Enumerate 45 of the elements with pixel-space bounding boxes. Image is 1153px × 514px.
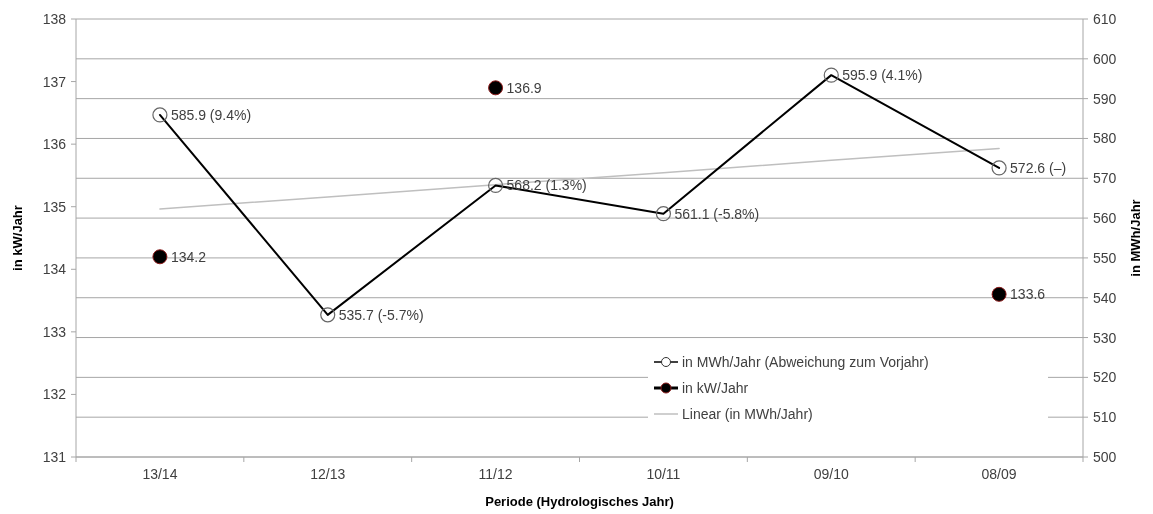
- y2-tick-label: 510: [1093, 409, 1117, 426]
- y2-tick-label: 560: [1093, 210, 1117, 227]
- legend-label: in kW/Jahr: [682, 380, 749, 396]
- y2-axis-title: in MWh/Jahr: [1128, 199, 1143, 277]
- y2-tick-label: 530: [1093, 329, 1117, 346]
- legend-label: Linear (in MWh/Jahr): [682, 406, 813, 422]
- data-label: 572.6 (–): [1010, 159, 1067, 176]
- y-tick-label: 133: [42, 323, 67, 340]
- y2-tick-label: 500: [1093, 449, 1117, 465]
- y2-tick-label: 540: [1093, 289, 1117, 306]
- point: [152, 249, 168, 265]
- y2-tick-label: 610: [1093, 11, 1117, 27]
- legend-label: in MWh/Jahr (Abweichung zum Vorjahr): [682, 354, 929, 370]
- y2-tick-label: 590: [1093, 90, 1117, 107]
- y2-tick-label: 550: [1093, 249, 1117, 266]
- y2-tick-label: 570: [1093, 170, 1117, 187]
- y-tick-label: 137: [42, 73, 67, 90]
- y-tick-label: 131: [42, 449, 67, 465]
- y-tick-label: 138: [42, 11, 67, 27]
- point: [991, 286, 1007, 302]
- data-label: 585.9 (9.4%): [170, 106, 252, 123]
- data-label: 134.2: [170, 248, 207, 265]
- y2-tick-label: 580: [1093, 130, 1117, 147]
- y-axis-title: in kW/Jahr: [10, 205, 25, 271]
- x-tick-label: 09/10: [813, 466, 849, 482]
- y-tick-label: 132: [42, 386, 67, 403]
- data-label: 133.6: [1010, 286, 1046, 303]
- data-label: 561.1 (-5.8%): [674, 205, 760, 222]
- x-tick-label: 12/13: [310, 466, 346, 482]
- y-tick-label: 134: [42, 261, 67, 278]
- y-tick-label: 135: [42, 198, 67, 215]
- data-label: 136.9: [506, 79, 542, 96]
- y2-tick-label: 600: [1093, 50, 1117, 67]
- data-label: 568.2 (1.3%): [506, 177, 587, 194]
- point: [488, 80, 504, 96]
- data-label: 535.7 (-5.7%): [338, 306, 424, 323]
- data-label: 595.9 (4.1%): [842, 67, 923, 84]
- x-tick-label: 13/14: [142, 466, 178, 482]
- y2-tick-label: 520: [1093, 369, 1117, 386]
- line-series: [159, 147, 1000, 210]
- x-tick-label: 08/09: [981, 466, 1017, 482]
- x-tick-label: 10/11: [646, 466, 681, 482]
- x-axis-title: Periode (Hydrologisches Jahr): [485, 494, 674, 509]
- x-tick-label: 11/12: [478, 466, 513, 482]
- y-tick-label: 136: [42, 136, 67, 153]
